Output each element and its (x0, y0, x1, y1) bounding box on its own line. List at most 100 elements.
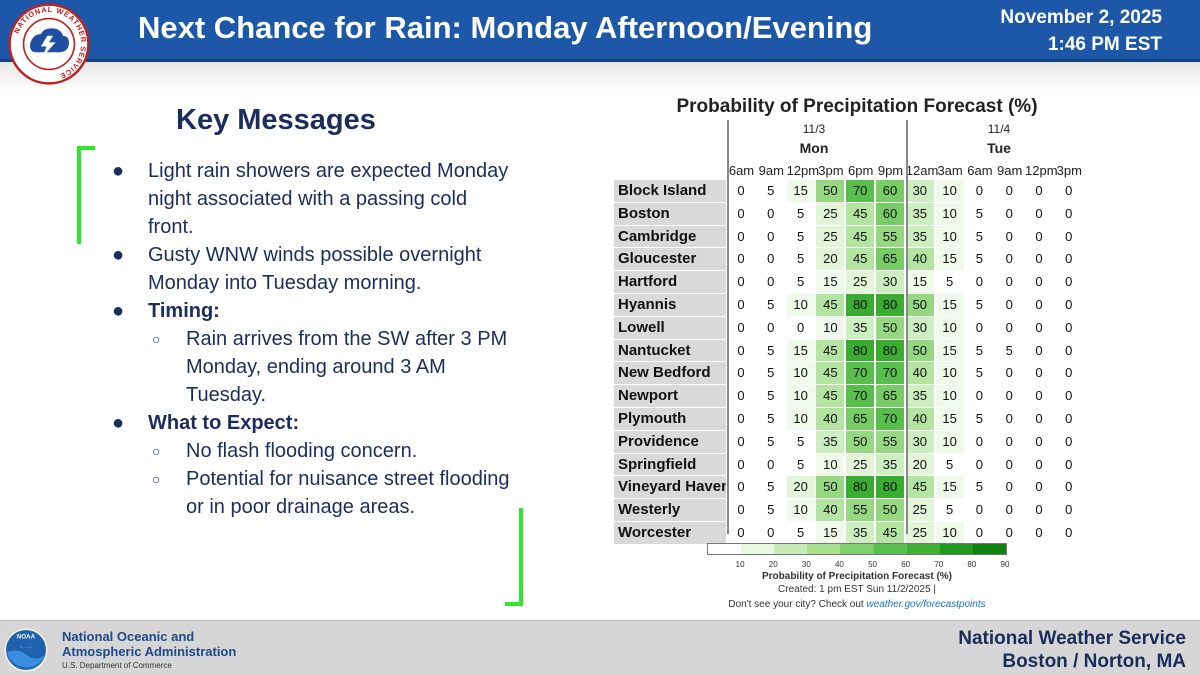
legend-swatch (906, 544, 941, 554)
right-green-bracket (505, 508, 523, 606)
nws-office: National Weather Service Boston / Norton… (958, 627, 1186, 673)
day-divider-mon (727, 120, 729, 534)
pop-cell: 0 (727, 453, 756, 477)
key-message-text: No flash flooding concern. (186, 440, 418, 462)
key-message-text: Timing: (148, 300, 220, 322)
chart-title: Probability of Precipitation Forecast (%… (676, 96, 1038, 117)
hour-label: 9am (758, 163, 784, 178)
key-message-text: Potential for nuisance street flooding o… (186, 468, 510, 518)
pop-cell: 40 (816, 499, 846, 522)
city-label: Lowell (614, 316, 726, 340)
pop-cell: 10 (935, 362, 965, 386)
pop-cell: 20 (905, 453, 935, 477)
legend-swatch (774, 544, 808, 554)
pop-cell: 0 (1025, 453, 1054, 477)
city-label: New Bedford (614, 362, 726, 386)
pop-cell: 80 (846, 293, 876, 317)
pop-cell: 0 (1025, 248, 1054, 272)
pop-cell: 80 (846, 476, 876, 500)
pop-cell: 45 (816, 293, 846, 317)
pop-cell: 5 (965, 476, 995, 500)
pop-cell: 5 (786, 453, 816, 477)
pop-cell: 55 (876, 430, 905, 454)
pop-cell: 5 (965, 225, 995, 249)
pop-cell: 45 (846, 225, 876, 249)
pop-cell: 0 (786, 316, 816, 340)
pop-cell: 0 (1054, 339, 1084, 363)
city-label: Providence (614, 430, 726, 454)
pop-cell: 35 (816, 430, 846, 454)
pop-cell: 0 (995, 202, 1025, 226)
legend-swatch (873, 544, 908, 554)
pop-cell: 0 (995, 271, 1025, 294)
pop-cell: 10 (935, 521, 965, 545)
hour-label: 9am (997, 163, 1023, 178)
pop-cell: 0 (1025, 521, 1054, 545)
pop-cell: 5 (786, 248, 816, 272)
hour-label: 3am (937, 163, 963, 178)
pop-cell: 0 (727, 180, 756, 203)
city-label: Hyannis (614, 293, 726, 317)
pop-cell: 0 (995, 453, 1025, 477)
pop-cell: 0 (756, 202, 786, 226)
pop-cell: 5 (786, 271, 816, 294)
pop-cell: 5 (786, 202, 816, 226)
pop-cell: 15 (816, 521, 846, 545)
pop-cell: 35 (876, 453, 905, 477)
pop-cell: 10 (935, 180, 965, 203)
pop-cell: 0 (1054, 248, 1084, 272)
key-message-text: Light rain showers are expected Monday n… (148, 160, 509, 238)
pop-cell: 60 (876, 202, 905, 226)
pop-cell: 45 (846, 248, 876, 272)
footer-bar: NOAA National Oceanic and Atmospheric Ad… (0, 620, 1200, 675)
pop-cell: 0 (727, 225, 756, 249)
pop-cell: 0 (995, 180, 1025, 203)
hollow-bullet-icon: ○ (152, 331, 161, 347)
legend-tick-label: 40 (834, 560, 844, 569)
city-label: Gloucester (614, 248, 726, 272)
pop-cell: 0 (1025, 225, 1054, 249)
pop-cell: 10 (786, 385, 816, 408)
pop-cell: 0 (727, 407, 756, 431)
pop-cell: 50 (905, 339, 935, 363)
pop-cell: 50 (816, 476, 846, 500)
pop-cell: 55 (876, 225, 905, 249)
pop-cell: 5 (756, 362, 786, 386)
pop-cell: 80 (846, 339, 876, 363)
pop-cell: 80 (876, 293, 905, 317)
pop-cell: 0 (1054, 362, 1084, 386)
pop-cell: 65 (876, 248, 905, 272)
pop-cell: 50 (876, 316, 905, 340)
pop-cell: 0 (1054, 202, 1084, 226)
pop-cell: 40 (905, 248, 935, 272)
city-label: Plymouth (614, 407, 726, 431)
forecast-points-link[interactable]: weather.gov/forecastpoints (866, 599, 986, 610)
city-label: Vineyard Haven (614, 476, 726, 500)
pop-cell: 0 (995, 407, 1025, 431)
legend-colorbar (707, 543, 1007, 555)
pop-cell: 0 (965, 271, 995, 294)
pop-cell: 0 (965, 430, 995, 454)
pop-cell: 15 (935, 339, 965, 363)
pop-cell: 0 (727, 271, 756, 294)
pop-cell: 0 (1054, 180, 1084, 203)
pop-cell: 0 (995, 521, 1025, 545)
key-message-item: ● Gusty WNW winds possible overnight Mond… (112, 241, 512, 297)
pop-cell: 0 (727, 476, 756, 500)
pop-cell: 0 (965, 316, 995, 340)
noaa-name-line2: Atmospheric Administration (62, 644, 237, 659)
pop-cell: 0 (727, 362, 756, 386)
pop-cell: 0 (1025, 499, 1054, 522)
pop-cell: 5 (756, 499, 786, 522)
pop-cell: 45 (846, 202, 876, 226)
pop-cell: 30 (905, 430, 935, 454)
pop-cell: 45 (905, 476, 935, 500)
bullet-icon: ● (112, 160, 125, 182)
pop-cell: 0 (995, 385, 1025, 408)
pop-cell: 10 (935, 430, 965, 454)
pop-cell: 5 (935, 271, 965, 294)
pop-cell: 0 (727, 248, 756, 272)
pop-cell: 0 (965, 180, 995, 203)
hollow-bullet-icon: ○ (152, 471, 161, 487)
hour-label: 12pm (1025, 163, 1058, 178)
